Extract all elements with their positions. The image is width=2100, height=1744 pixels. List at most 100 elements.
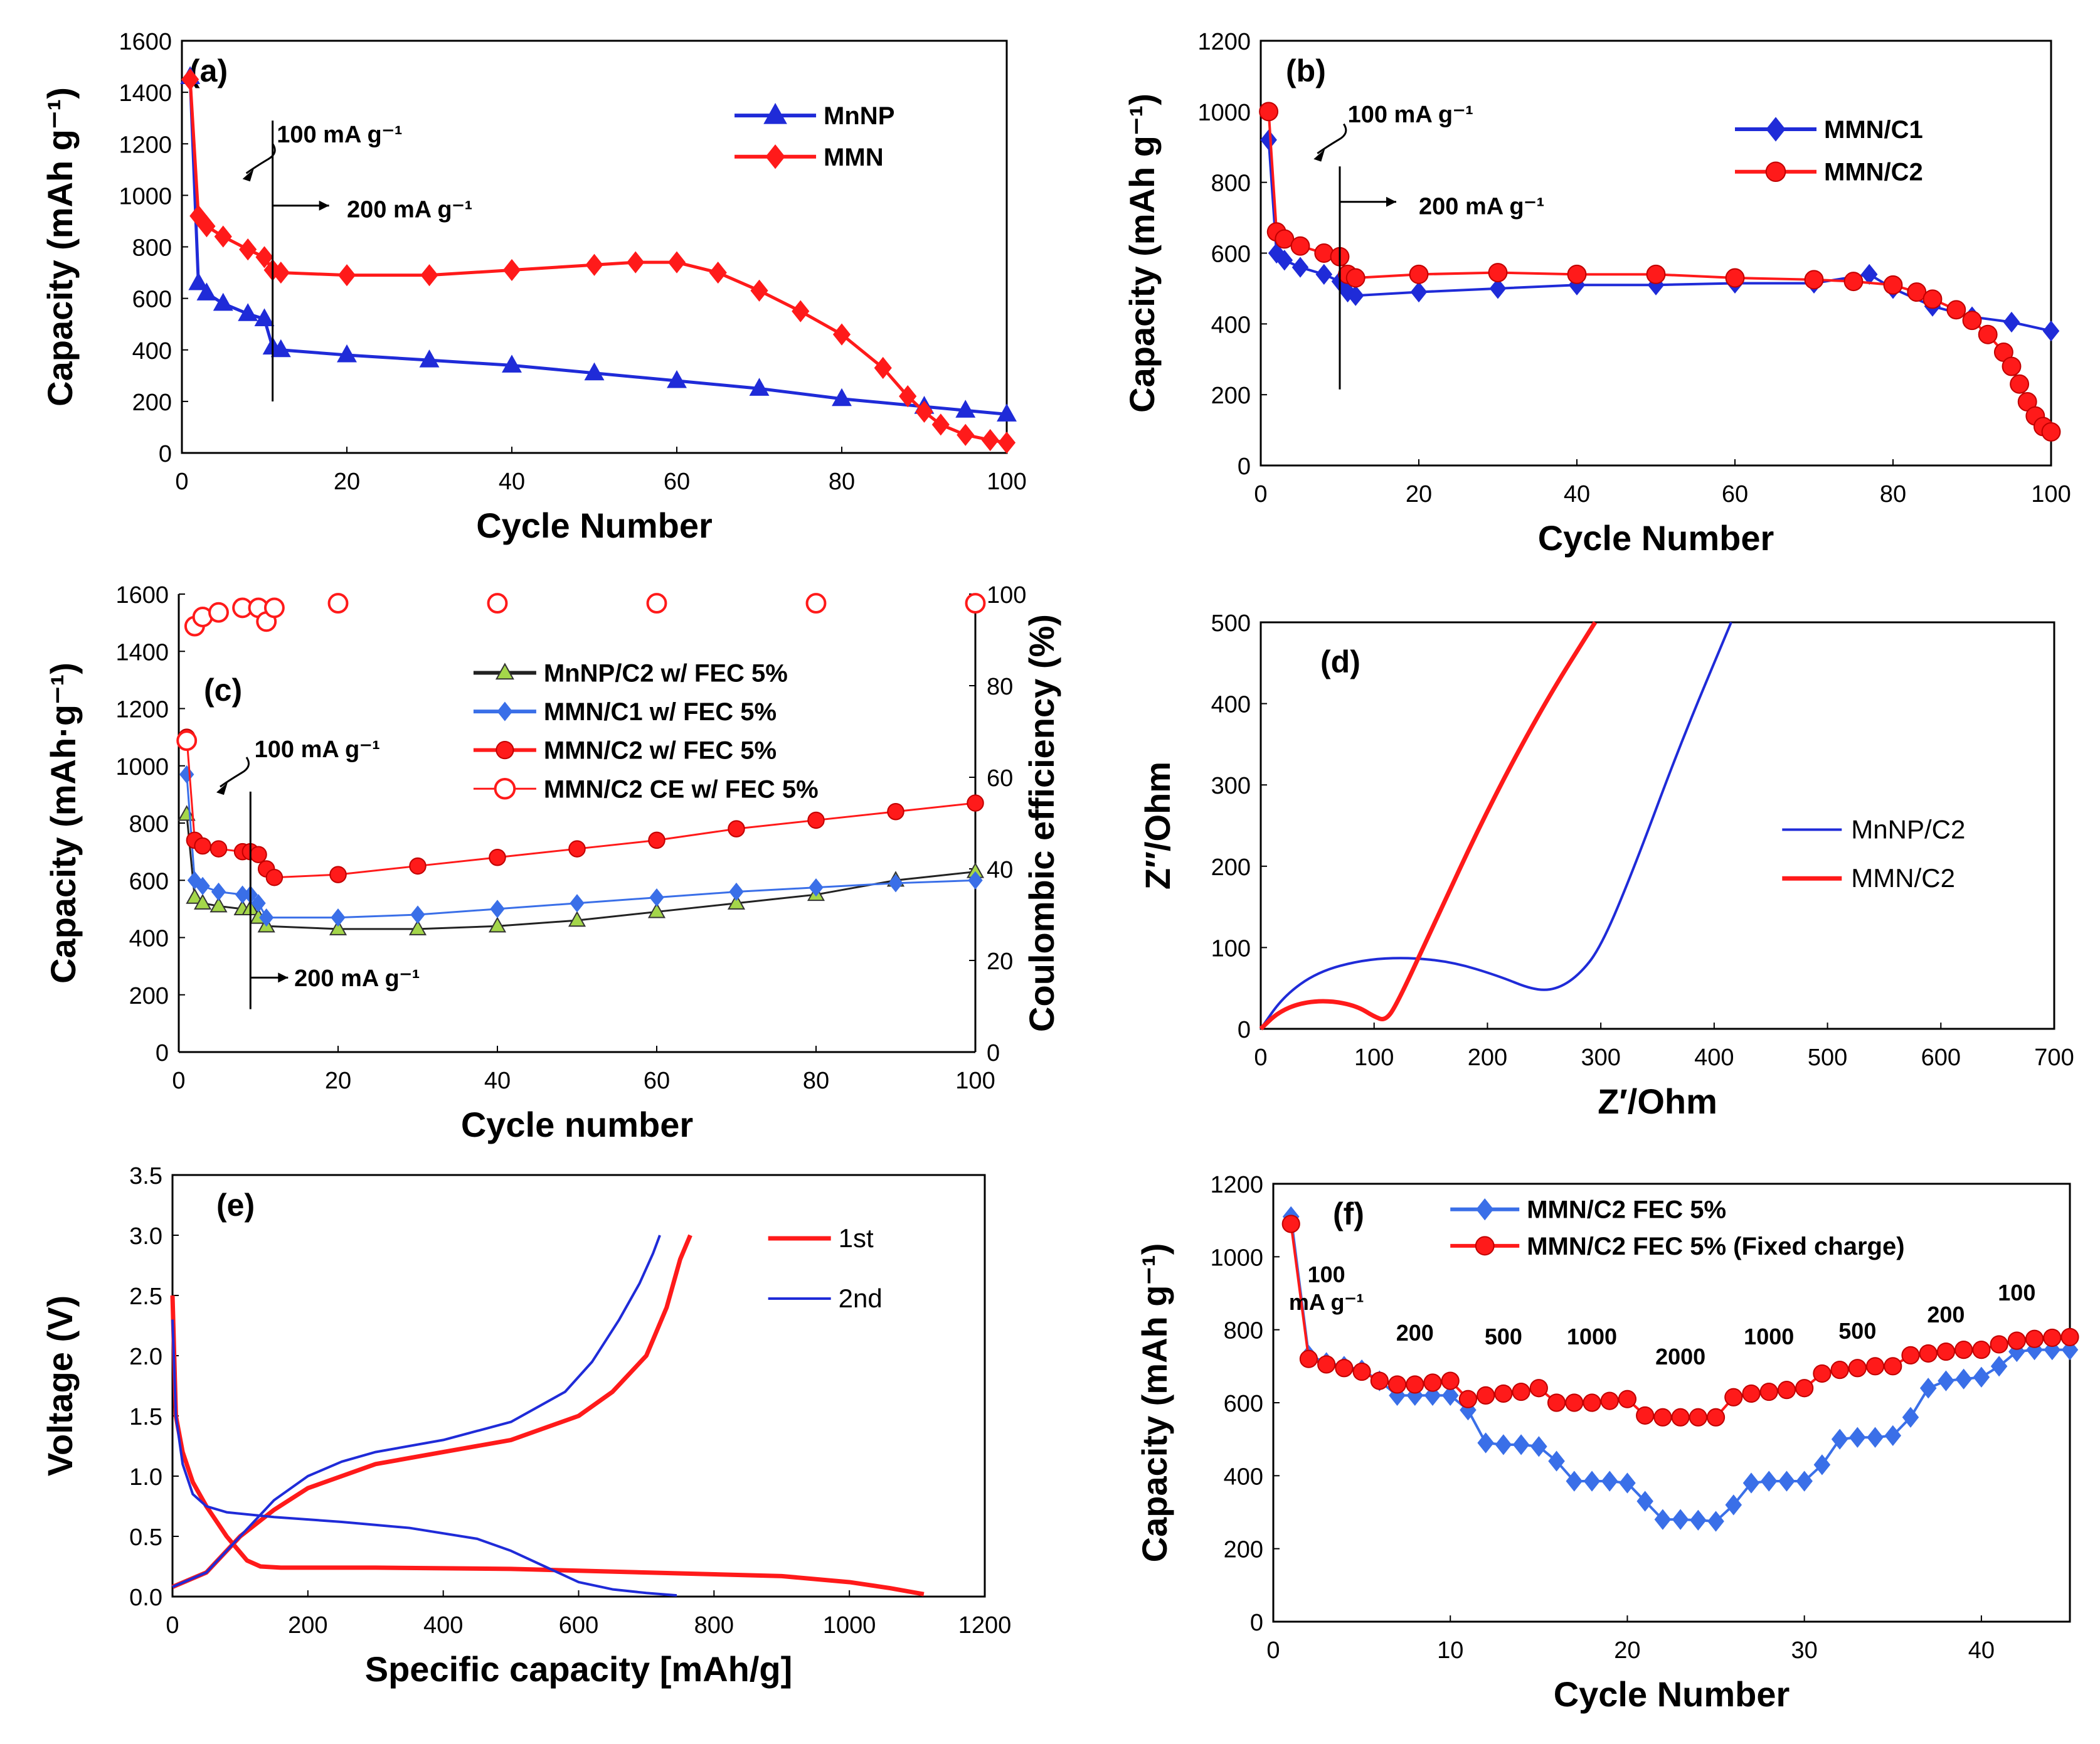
y2-tick-label: 80 (987, 674, 1013, 700)
y-tick-label: 800 (129, 811, 169, 837)
x-tick-label: 40 (1564, 481, 1590, 508)
data-point (1488, 263, 1508, 282)
legend-label: MnNP (824, 102, 894, 130)
data-point (239, 238, 257, 261)
data-point (1690, 1509, 1707, 1531)
legend-label: MMN/C2 FEC 5% (1527, 1196, 1726, 1224)
data-point (1849, 1427, 1866, 1448)
data-point (1530, 1436, 1547, 1457)
data-point (209, 840, 228, 858)
y-tick-label: 600 (1211, 242, 1251, 268)
data-point (1601, 1470, 1618, 1492)
data-point (1619, 1472, 1636, 1494)
plot-frame (1259, 621, 2055, 1030)
data-point (502, 354, 522, 373)
data-point (263, 597, 285, 619)
data-point (1707, 1511, 1724, 1532)
y-tick-label: 600 (1224, 1391, 1263, 1417)
series-line (170, 1295, 925, 1597)
rate-arrow-curved (1317, 123, 1347, 154)
x-tick-label: 1000 (823, 1612, 876, 1639)
series-1st (170, 1234, 925, 1597)
data-point (1867, 1427, 1884, 1448)
rate-label-200: 200 mA g⁻¹ (1419, 193, 1544, 220)
y-tick-label: 3.5 (129, 1163, 162, 1189)
y-tick-label: 0 (1250, 1610, 1263, 1636)
data-point (1843, 272, 1864, 292)
data-point (1884, 1357, 1902, 1376)
data-point (1795, 1379, 1814, 1398)
data-point (2003, 311, 2020, 333)
data-point (1409, 264, 1429, 284)
data-point (1458, 1390, 1478, 1408)
legend-entry: MMN/C1 w/ FEC 5% (473, 698, 777, 726)
x-tick-label: 10 (1437, 1637, 1463, 1664)
data-point (997, 403, 1017, 422)
data-point (1654, 1509, 1672, 1530)
y-tick-label: 600 (132, 287, 172, 313)
y-tick-label: 1000 (115, 754, 169, 780)
legend-label: MnNP/C2 (1851, 814, 1965, 844)
data-point (251, 894, 266, 913)
y-axis-title: Capacity (mAh g⁻¹) (1122, 93, 1162, 413)
data-point (1636, 1491, 1653, 1512)
data-point (1314, 243, 1334, 263)
series-mmn-c2 (1259, 102, 2061, 442)
y-axis-title: Capacity (mAh g⁻¹) (1135, 1243, 1174, 1563)
data-point (195, 876, 210, 895)
data-point (1477, 1432, 1494, 1454)
data-point (1901, 1346, 1920, 1364)
y-tick-label: 3.0 (129, 1223, 162, 1250)
data-point (1724, 1388, 1743, 1406)
x-tick-label: 0 (172, 1068, 185, 1094)
data-point (2041, 422, 2061, 442)
x-tick-label: 600 (1921, 1045, 1961, 1071)
y-tick-label: 1000 (1210, 1245, 1263, 1271)
series-line (1259, 622, 1732, 1030)
legend-marker (496, 741, 514, 760)
x-tick-label: 100 (955, 1068, 995, 1094)
legend-entry: MMN (734, 144, 884, 171)
legend-label: MMN/C2 CE w/ FEC 5% (544, 775, 819, 803)
data-point (1335, 1359, 1354, 1378)
data-point (1860, 263, 1878, 285)
series-mmn-c2-fec-5- (1282, 1206, 2079, 1532)
data-point (1260, 129, 1277, 151)
data-point (997, 431, 1016, 454)
y-tick-label: 1400 (119, 80, 172, 107)
data-point (1423, 1373, 1442, 1392)
legend-entry: MMN/C2 FEC 5% (1450, 1196, 1726, 1224)
arrow-head (1386, 196, 1396, 207)
x-tick-label: 60 (664, 469, 690, 495)
x-tick-label: 20 (334, 469, 360, 495)
y-tick-label: 200 (1211, 854, 1251, 881)
y-tick-label: 800 (1211, 171, 1251, 197)
data-point (1725, 268, 1745, 288)
x-tick-label: 100 (2031, 481, 2071, 508)
data-point (750, 279, 768, 302)
data-point (1902, 1406, 1919, 1428)
data-point (1529, 1379, 1548, 1398)
data-point (1441, 1385, 1459, 1406)
x-axis-title: Cycle number (461, 1105, 693, 1144)
data-point (968, 871, 983, 890)
data-point (188, 272, 209, 290)
data-point (1778, 1470, 1795, 1492)
rate-label: 1000 (1744, 1324, 1794, 1349)
data-point (899, 385, 917, 408)
arrow-head (319, 200, 329, 211)
x-tick-label: 600 (559, 1612, 598, 1639)
data-point (874, 356, 892, 380)
data-point (1317, 1355, 1336, 1374)
data-point (2043, 1328, 2062, 1348)
legend-entry: MnNP/C2 (1782, 814, 1965, 844)
arrow-head (242, 169, 254, 182)
y-tick-label: 200 (129, 983, 169, 1009)
data-point (194, 837, 211, 855)
data-point (1990, 1335, 2008, 1354)
y-tick-label: 1.5 (129, 1404, 162, 1430)
data-point (2010, 374, 2030, 394)
y-tick-label: 1200 (119, 132, 172, 158)
y-axis-title: Capacity (mAh g⁻¹) (40, 87, 80, 407)
